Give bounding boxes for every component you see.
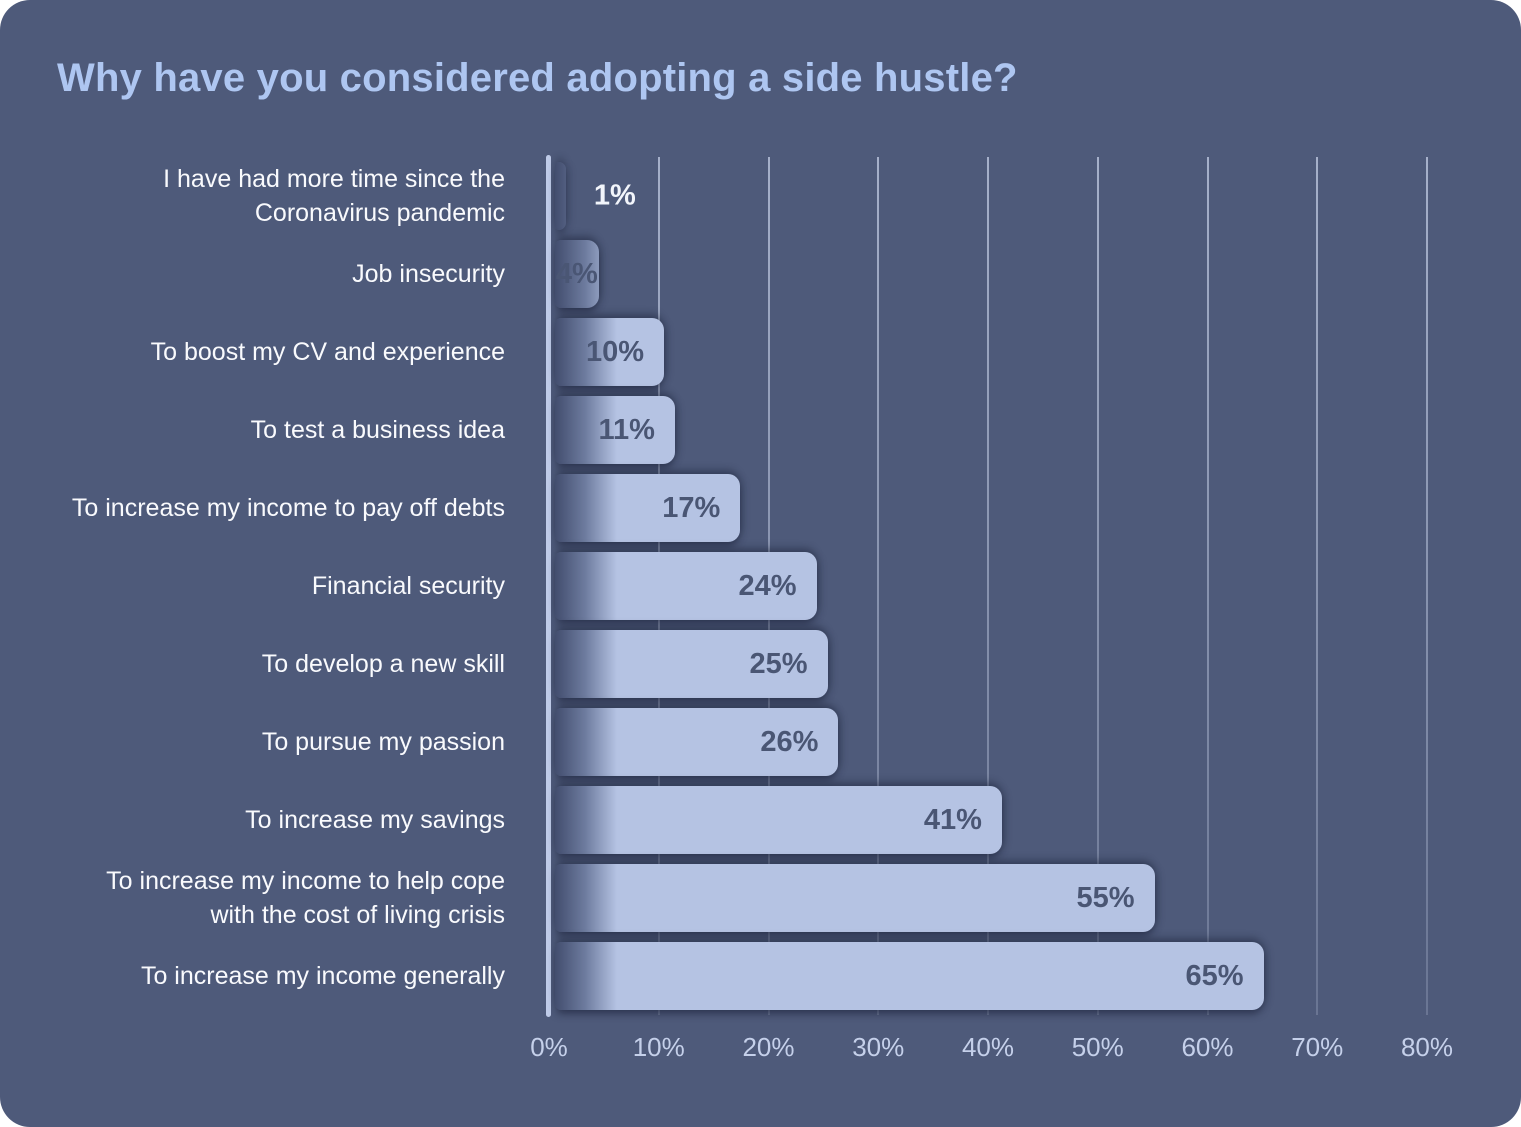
category-label: Financial security [311, 572, 505, 600]
bar-value-label: 4% [555, 257, 598, 290]
bar: 25% [555, 630, 828, 698]
category-label: To increase my income generally [140, 962, 505, 990]
bar-chart-plot-area: 1% 4% 10% 11% 17% 24% 25% 26% 41% 55% 65% [546, 155, 1428, 1017]
bar: 55% [555, 864, 1155, 932]
bar-row: 24% [555, 547, 1427, 625]
category-label: Job insecurity [352, 260, 505, 288]
gridline [877, 157, 880, 1015]
bar-value-label: 11% [598, 413, 655, 446]
bar-row: 11% [555, 391, 1427, 469]
bar: 11% [555, 396, 675, 464]
bar-value-label: 17% [662, 491, 721, 524]
bar: 24% [555, 552, 817, 620]
bar-value-label: 41% [923, 803, 982, 836]
chart-title: Why have you considered adopting a side … [57, 56, 1018, 100]
x-tick-label: 30% [852, 1032, 905, 1062]
x-tick-label: 50% [1071, 1032, 1124, 1062]
bar-row: 55% [555, 859, 1427, 937]
bar-row: 26% [555, 703, 1427, 781]
bar: 4% [555, 240, 599, 308]
bar-value-label: 55% [1076, 881, 1135, 914]
bar-row: 25% [555, 625, 1427, 703]
bar-value-label: 65% [1185, 959, 1244, 992]
bar: 65% [555, 942, 1264, 1010]
y-axis-line [546, 155, 551, 1017]
bar-row: 10% [555, 313, 1427, 391]
x-tick-label: 20% [742, 1032, 795, 1062]
bar-value-label: 25% [749, 647, 808, 680]
x-tick-label: 0% [530, 1032, 568, 1062]
x-tick-label: 70% [1291, 1032, 1344, 1062]
bars-container: 1% 4% 10% 11% 17% 24% 25% 26% 41% 55% 65% [555, 157, 1427, 1015]
bar-row: 1% [555, 157, 1427, 235]
gridline [987, 157, 989, 1015]
x-tick-label: 40% [961, 1032, 1015, 1062]
category-label: To test a business idea [250, 416, 505, 444]
x-tick-label: 60% [1181, 1032, 1234, 1062]
x-axis-tick-labels: 0% 10% 20% 30% 40% 50% 60% 70% 80% [530, 1032, 1453, 1072]
bar: 26% [555, 708, 839, 776]
category-label: To develop a new skill [261, 650, 505, 678]
category-label: To increase my income to help cope with t… [106, 867, 505, 929]
bar: 17% [555, 474, 741, 542]
bar-value-label: 1% [593, 179, 636, 212]
category-label: To increase my savings [245, 806, 505, 834]
category-label: To increase my income to pay off debts [71, 494, 505, 522]
gridline [1206, 157, 1209, 1015]
bar-value-label: 24% [738, 569, 797, 602]
bar-row: 4% [555, 235, 1427, 313]
bar-row: 41% [555, 781, 1427, 859]
gridline [1096, 157, 1099, 1015]
x-tick-label: 80% [1400, 1032, 1454, 1062]
x-tick-label: 10% [632, 1032, 685, 1062]
category-labels-column: I have had more time since the Coronaviru… [40, 157, 505, 1015]
bar-row: 17% [555, 469, 1427, 547]
category-label: I have had more time since the Coronaviru… [163, 165, 505, 227]
category-label: To boost my CV and experience [150, 338, 505, 366]
bar: 41% [555, 786, 1002, 854]
bar-row: 65% [555, 937, 1427, 1015]
category-label: To pursue my passion [261, 728, 505, 756]
gridline [1426, 157, 1428, 1015]
bar-value-label: 26% [760, 725, 819, 758]
bar: 10% [555, 318, 664, 386]
bar-value-label: 10% [585, 335, 644, 368]
bar [555, 162, 566, 230]
gridline [1316, 157, 1319, 1015]
